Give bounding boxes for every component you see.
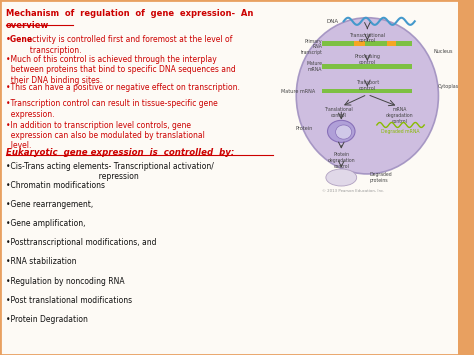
- Text: Eukaryotic  gene expression  is  controlled  by:: Eukaryotic gene expression is controlled…: [6, 148, 234, 157]
- Text: •Transcription control can result in tissue-specific gene
  expression.: •Transcription control can result in tis…: [6, 99, 218, 119]
- Bar: [396, 41, 412, 46]
- Text: •In addition to transcription level controls, gene
  expression can also be modu: •In addition to transcription level cont…: [6, 121, 205, 151]
- Text: Transport
control: Transport control: [356, 80, 379, 91]
- Text: •Gene rearrangement,: •Gene rearrangement,: [6, 200, 93, 209]
- Bar: [387, 41, 396, 46]
- Ellipse shape: [296, 18, 438, 174]
- Text: mRNA
degradation
control: mRNA degradation control: [386, 107, 413, 124]
- Text: •Chromatin modifications: •Chromatin modifications: [6, 181, 105, 190]
- Text: Transcriptional
control: Transcriptional control: [349, 33, 385, 43]
- Text: •This can have a positive or negative effect on transcription.: •This can have a positive or negative ef…: [6, 83, 239, 92]
- Ellipse shape: [328, 120, 355, 142]
- Text: Translational
control: Translational control: [325, 107, 353, 118]
- Bar: [322, 89, 412, 93]
- Bar: [322, 41, 354, 46]
- Text: •Gene: •Gene: [6, 36, 33, 44]
- Text: Degraded
proteins: Degraded proteins: [370, 172, 392, 183]
- Text: •Much of this control is achieved through the interplay
  between proteins that : •Much of this control is achieved throug…: [6, 55, 236, 85]
- Text: •RNA stabilization: •RNA stabilization: [6, 257, 76, 266]
- Text: Processing
control: Processing control: [355, 54, 380, 65]
- Text: overview: overview: [6, 21, 49, 29]
- Text: Degraded mRNA: Degraded mRNA: [381, 129, 420, 134]
- Text: •Regulation by noncoding RNA: •Regulation by noncoding RNA: [6, 277, 124, 285]
- Bar: [322, 64, 412, 69]
- Text: activity is controlled first and foremost at the level of
  transcription.: activity is controlled first and foremos…: [25, 36, 232, 55]
- Text: •Cis-Trans acting elements- Transcriptional activation/
                        : •Cis-Trans acting elements- Transcriptio…: [6, 162, 214, 181]
- Text: Cytoplasm: Cytoplasm: [438, 84, 464, 89]
- Text: Mature mRNA: Mature mRNA: [281, 89, 315, 94]
- Bar: [365, 41, 387, 46]
- Ellipse shape: [326, 169, 356, 186]
- Bar: [354, 41, 365, 46]
- Text: © 2013 Pearson Education, Inc.: © 2013 Pearson Education, Inc.: [322, 190, 385, 193]
- Text: Primary
RNA
transcript: Primary RNA transcript: [301, 39, 322, 55]
- Text: Protein: Protein: [296, 126, 313, 131]
- Ellipse shape: [336, 125, 352, 139]
- Text: •Posttranscriptional modifications, and: •Posttranscriptional modifications, and: [6, 238, 156, 247]
- Text: •Protein Degradation: •Protein Degradation: [6, 315, 88, 324]
- Text: Mature
mRNA: Mature mRNA: [306, 61, 322, 72]
- Text: DNA: DNA: [327, 19, 339, 24]
- Text: •Gene amplification,: •Gene amplification,: [6, 219, 85, 228]
- Text: Mechanism  of  regulation  of  gene  expression-  An: Mechanism of regulation of gene expressi…: [6, 9, 253, 18]
- Bar: [458, 0, 474, 355]
- Text: Nucleus: Nucleus: [434, 49, 453, 54]
- Text: Protein
degradation
control: Protein degradation control: [328, 152, 355, 169]
- Text: •Post translational modifications: •Post translational modifications: [6, 296, 132, 305]
